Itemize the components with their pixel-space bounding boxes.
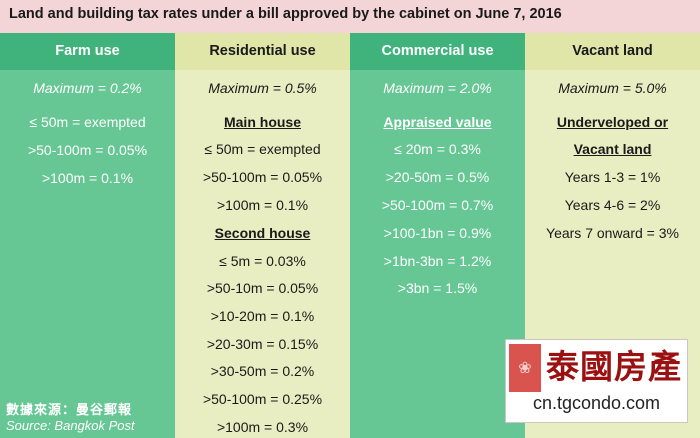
column-header-residential-use: Residential use [175,33,350,70]
second-house-rate: >50-100m = 0.25% [202,391,323,407]
vacant-rate: Years 4-6 = 2% [564,197,661,213]
second-house-rate: >30-50m = 0.2% [210,363,315,379]
appraised-value-heading: Appraised value [383,114,492,130]
column-header-farm-use: Farm use [0,33,175,70]
column-residential-use: Residential use Maximum = 0.5% Main hous… [175,33,350,438]
main-house-rate: >100m = 0.1% [216,197,309,213]
source-english: Source: Bangkok Post [6,418,135,433]
column-header-commercial-use: Commercial use [350,33,525,70]
watermark-logo: ❀ 泰國房產 cn.tgcondo.com [505,339,688,423]
second-house-rate: >20-30m = 0.15% [206,336,319,352]
farm-maximum: Maximum = 0.2% [33,80,142,96]
source-chinese: 數據來源：曼谷郵報 [6,402,133,417]
column-header-vacant-land: Vacant land [525,33,700,70]
second-house-rate: >100m = 0.3% [216,419,309,435]
column-commercial-use: Commercial use Maximum = 2.0% Appraised … [350,33,525,438]
main-house-rate: >50-100m = 0.05% [202,169,323,185]
commercial-rate: ≤ 20m = 0.3% [394,141,481,157]
seal-stamp: ❀ [509,344,541,392]
commercial-rate: >100-1bn = 0.9% [383,225,492,241]
commercial-rate: >50-100m = 0.7% [381,197,494,213]
vacant-maximum: Maximum = 5.0% [558,80,667,96]
main-house-rate: ≤ 50m = exempted [204,141,321,157]
vacant-land-heading: Vacant land [573,141,652,157]
source-note: 數據來源：曼谷郵報 Source: Bangkok Post [6,402,135,434]
second-house-rate: >10-20m = 0.1% [210,308,315,324]
second-house-heading: Second house [214,225,311,241]
residential-maximum: Maximum = 0.5% [208,80,317,96]
farm-rate: >100m = 0.1% [41,170,134,186]
underdeveloped-heading: Underveloped or [556,114,669,130]
watermark-brand: 泰國房產 [546,347,682,386]
farm-rate: >50-100m = 0.05% [27,142,148,158]
infographic-title: Land and building tax rates under a bill… [0,0,700,33]
commercial-maximum: Maximum = 2.0% [383,80,492,96]
watermark-url: cn.tgcondo.com [532,393,661,413]
column-farm-use: Farm use Maximum = 0.2% ≤ 50m = exempted… [0,33,175,438]
farm-rate: ≤ 50m = exempted [29,114,146,130]
second-house-rate: >50-10m = 0.05% [206,280,319,296]
main-house-heading: Main house [223,114,301,130]
commercial-rate: >1bn-3bn = 1.2% [383,253,492,269]
vacant-rate: Years 1-3 = 1% [564,169,661,185]
commercial-rate: >3bn = 1.5% [397,280,478,296]
seal-glyph: ❀ [518,358,532,377]
vacant-rate: Years 7 onward = 3% [546,225,679,241]
second-house-rate: ≤ 5m = 0.03% [219,253,306,269]
commercial-rate: >20-50m = 0.5% [385,169,490,185]
